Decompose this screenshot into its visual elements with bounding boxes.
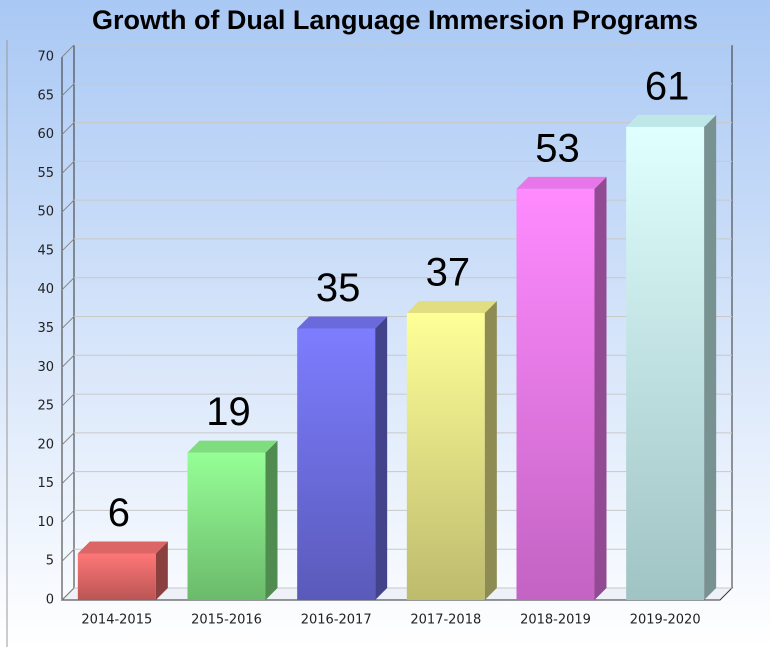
bar-front [297, 328, 376, 600]
y-tick-label: 70 [37, 50, 54, 65]
bar-top [187, 440, 278, 453]
grid-line [61, 548, 75, 562]
bar [187, 440, 278, 600]
y-tick-label: 10 [37, 515, 54, 530]
bar [297, 316, 388, 600]
chart-title: Growth of Dual Language Immersion Progra… [92, 5, 698, 35]
y-tick-label: 5 [46, 554, 54, 569]
bar-top [516, 176, 607, 189]
value-label: 61 [645, 64, 690, 108]
x-tick-label: 2017-2018 [410, 613, 481, 628]
y-tick-label: 50 [37, 205, 54, 220]
bar [626, 114, 717, 601]
grid-line [61, 277, 75, 291]
y-tick-label: 25 [37, 399, 54, 414]
y-tick-label: 45 [37, 243, 54, 258]
grid-line [61, 354, 75, 368]
y-tick-label: 35 [37, 321, 54, 336]
y-tick-label: 20 [37, 437, 54, 452]
bar-front [187, 452, 266, 600]
grid-line [61, 587, 75, 601]
y-tick-label: 30 [37, 360, 54, 375]
grid-line [61, 471, 75, 484]
value-label: 35 [316, 266, 361, 310]
bar-front [406, 312, 485, 600]
y-tick-label: 55 [37, 166, 54, 181]
grid-line [61, 510, 75, 523]
bar-side [375, 316, 388, 600]
x-tick-label: 2014-2015 [81, 613, 152, 628]
grid-line [61, 238, 75, 252]
bar-top [406, 300, 497, 313]
bar-top [77, 541, 168, 554]
grid-line [61, 432, 75, 446]
grid-line [61, 44, 75, 58]
y-tick-label: 40 [37, 282, 54, 297]
bar [406, 300, 497, 600]
value-label: 53 [535, 126, 580, 170]
bar [516, 176, 607, 600]
x-tick-label: 2018-2019 [520, 613, 591, 628]
value-label: 37 [426, 251, 471, 295]
bar-side [155, 541, 168, 600]
bar [77, 541, 168, 600]
bar-side [594, 176, 607, 600]
bar-front [626, 126, 705, 601]
y-tick-label: 65 [37, 88, 54, 103]
x-tick-label: 2019-2020 [630, 613, 701, 628]
bar-side [265, 440, 278, 600]
grid-line [61, 122, 75, 135]
bar-top [626, 114, 717, 127]
grid-line [61, 393, 75, 407]
bar-side [704, 114, 717, 601]
grid-line [61, 316, 75, 329]
x-tick-label: 2015-2016 [191, 613, 262, 628]
bar-front [516, 188, 595, 600]
bar-front [77, 553, 156, 600]
x-tick-label: 2016-2017 [301, 613, 372, 628]
bar-top [297, 316, 388, 329]
grid-line [61, 199, 75, 213]
y-tick-label: 0 [46, 593, 54, 608]
y-tick-label: 60 [37, 127, 54, 142]
value-label: 6 [108, 491, 130, 535]
grid-line [61, 161, 75, 174]
grid-line [61, 83, 75, 97]
value-label: 19 [206, 390, 251, 434]
y-tick-label: 15 [37, 476, 54, 491]
bar-side [484, 300, 497, 600]
